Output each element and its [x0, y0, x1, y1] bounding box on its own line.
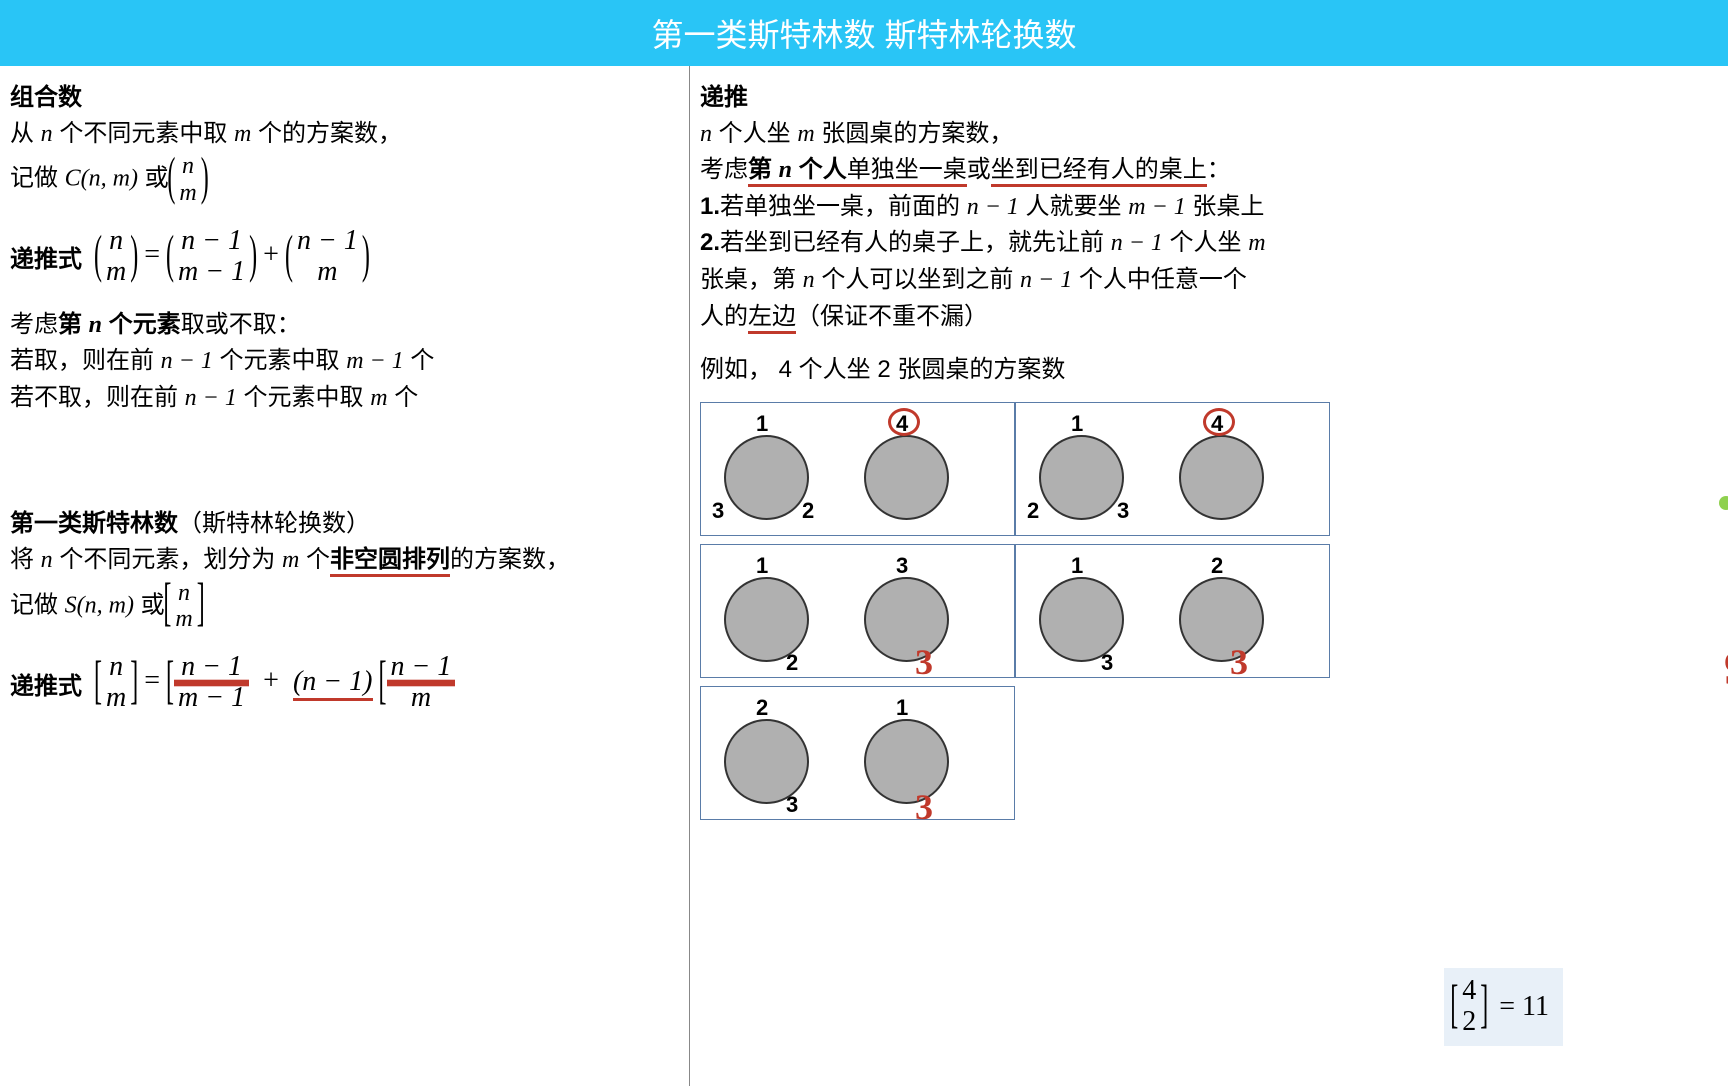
person-label: 1	[756, 411, 768, 437]
header-title: 第一类斯特林数 斯特林轮换数	[652, 17, 1077, 53]
table-wrap: 3	[856, 555, 956, 662]
example-text: 例如， 4 个人坐 2 张圆桌的方案数	[700, 353, 1718, 387]
take-line: 若取，则在前 n − 1 个元素中取 m − 1 个	[10, 344, 679, 379]
case2-l1: 2.若坐到已经有人的桌子上，就先让前 n − 1 个人坐 m	[700, 226, 1718, 261]
red-annotation-3a: 3	[915, 641, 933, 683]
table-circle	[724, 435, 809, 520]
case2-l2: 张桌，第 n 个人可以坐到之前 n − 1 个人中任意一个	[700, 263, 1718, 298]
person-label: 4	[1211, 411, 1223, 437]
notake-line: 若不取，则在前 n − 1 个元素中取 m 个	[10, 381, 679, 416]
diagram-cell: 132	[1015, 544, 1330, 678]
consider-line: 考虑第 n 个元素取或不取：	[10, 308, 679, 343]
red-annotation-3b: 3	[1230, 641, 1248, 683]
diagram-cell: 1324	[700, 402, 1015, 536]
table-circle	[1179, 435, 1264, 520]
binom-nm: n m	[175, 153, 200, 206]
combo-def: 从 n 个不同元素中取 m 个的方案数，	[10, 117, 679, 152]
person-label: 4	[896, 411, 908, 437]
table-wrap: 4	[856, 413, 956, 520]
person-label: 1	[1071, 411, 1083, 437]
person-label: 1	[1071, 553, 1083, 579]
table-wrap: 1	[856, 697, 956, 804]
person-label: 2	[786, 650, 798, 676]
table-wrap: 2	[1171, 555, 1271, 662]
person-label: 1	[756, 553, 768, 579]
red-annotation-3c: 3	[915, 786, 933, 828]
table-wrap: 13	[1031, 555, 1131, 662]
consider-nth: 考虑第 n 个人单独坐一桌或坐到已经有人的桌上：	[700, 153, 1718, 188]
diagram-row: 231	[700, 686, 1330, 820]
cursor-dot	[1719, 496, 1728, 510]
person-label: 3	[896, 553, 908, 579]
person-label: 3	[712, 498, 724, 524]
recur-def: n 个人坐 m 张圆桌的方案数，	[700, 117, 1718, 152]
page-header: 第一类斯特林数 斯特林轮换数	[0, 0, 1728, 66]
diagram-area: 13241234123132231	[700, 402, 1330, 820]
diagram-cell: 1234	[1015, 402, 1330, 536]
left-column: 组合数 从 n 个不同元素中取 m 个的方案数， 记做 C(n, m) 或 n …	[0, 66, 690, 1086]
case2-l3: 人的左边（保证不重不漏）	[700, 300, 1718, 334]
table-circle	[864, 577, 949, 662]
table-wrap: 123	[1031, 413, 1131, 520]
combo-recurrence: 递推式 nm = n − 1m − 1 + n − 1m	[10, 226, 679, 288]
table-wrap: 4	[1171, 413, 1271, 520]
person-label: 2	[1211, 553, 1223, 579]
table-circle	[864, 435, 949, 520]
diagram-row: 13241234	[700, 402, 1330, 536]
table-wrap: 23	[716, 697, 816, 804]
person-label: 3	[1117, 498, 1129, 524]
person-label: 2	[802, 498, 814, 524]
table-wrap: 12	[716, 555, 816, 662]
bracket-nm: n m	[171, 580, 196, 633]
stirling1-title: 第一类斯特林数（斯特林轮换数）	[10, 507, 679, 541]
diagram-cell: 123	[700, 544, 1015, 678]
case1: 1.若单独坐一桌，前面的 n − 1 人就要坐 m − 1 张桌上	[700, 190, 1718, 225]
combo-title: 组合数	[10, 81, 679, 115]
diagram-cell: 231	[700, 686, 1015, 820]
right-column: 递推 n 个人坐 m 张圆桌的方案数， 考虑第 n 个人单独坐一桌或坐到已经有人…	[690, 66, 1728, 1086]
stirling1-notation: 记做 S(n, m) 或 n m	[10, 580, 679, 633]
table-circle	[1039, 435, 1124, 520]
person-label: 2	[1027, 498, 1039, 524]
table-circle	[864, 719, 949, 804]
person-label: 3	[1101, 650, 1113, 676]
stirling1-recurrence: 递推式 nm = n − 1m − 1 + (n − 1) n − 1m	[10, 652, 679, 714]
person-label: 2	[756, 695, 768, 721]
table-wrap: 132	[716, 413, 816, 520]
stirling1-def: 将 n 个不同元素，划分为 m 个非空圆排列的方案数，	[10, 543, 679, 578]
content-area: 组合数 从 n 个不同元素中取 m 个的方案数， 记做 C(n, m) 或 n …	[0, 66, 1728, 1086]
person-label: 3	[786, 792, 798, 818]
table-circle	[1179, 577, 1264, 662]
recur-title: 递推	[700, 81, 1718, 115]
stirling-result: 42 = 11	[1444, 968, 1563, 1046]
combo-notation: 记做 C(n, m) 或 n m	[10, 153, 679, 206]
person-label: 1	[896, 695, 908, 721]
red-annotation-9: 9	[1724, 641, 1728, 696]
